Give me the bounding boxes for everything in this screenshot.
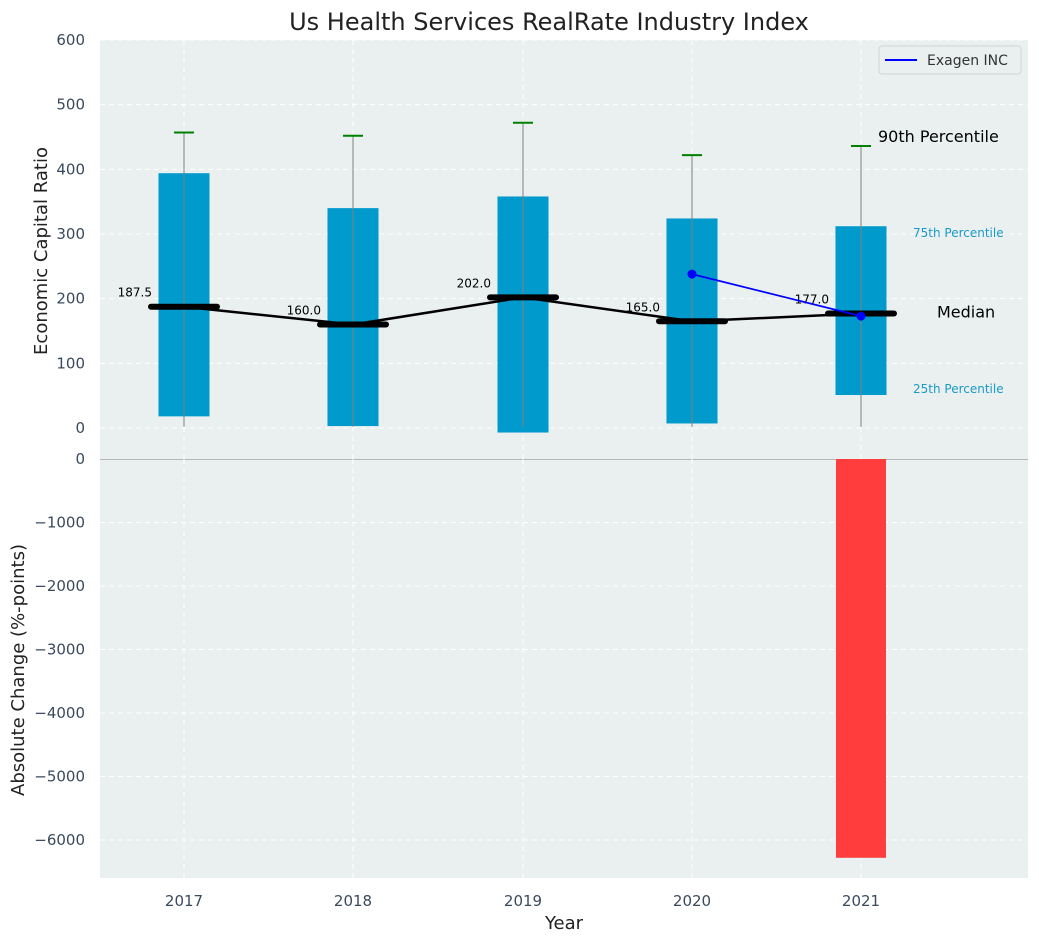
x-tick-2017: 2017 xyxy=(165,892,203,910)
top-company-series xyxy=(687,269,866,321)
top-y-tick-300: 300 xyxy=(56,225,85,243)
bottom-y-tick-6: −6000 xyxy=(34,831,85,849)
change-bar-2021 xyxy=(836,459,886,858)
bottom-y-tick-3: −3000 xyxy=(34,641,85,659)
median-label-2021: 177.0 xyxy=(795,293,829,307)
x-tick-2021: 2021 xyxy=(842,892,880,910)
annotation-p75: 75th Percentile xyxy=(913,226,1004,240)
top-y-axis-label: Economic Capital Ratio xyxy=(31,147,52,355)
bottom-y-tick-4: −4000 xyxy=(34,704,85,722)
median-label-2019: 202.0 xyxy=(457,276,491,290)
annotation-p90: 90th Percentile xyxy=(878,127,999,146)
x-axis-label: Year xyxy=(544,913,584,934)
top-annotations: 90th Percentile 75th Percentile Median 25th… xyxy=(878,127,1004,396)
bottom-y-tick-5: −5000 xyxy=(34,768,85,786)
bottom-y-axis-label: Absolute Change (%-points) xyxy=(8,544,29,796)
median-label-2017: 187.5 xyxy=(118,286,152,300)
legend: Exagen INC xyxy=(878,45,1022,75)
annotation-median: Median xyxy=(937,303,995,322)
legend-label-exagen: Exagen INC xyxy=(927,53,1008,69)
series-point-exagen-2021 xyxy=(856,311,866,321)
top-y-tick-200: 200 xyxy=(56,290,85,308)
top-y-tick-100: 100 xyxy=(56,354,85,372)
x-tick-2020: 2020 xyxy=(673,892,711,910)
median-label-2020: 165.0 xyxy=(626,300,660,314)
bottom-plot-area xyxy=(100,459,1028,878)
legend-box xyxy=(878,45,1022,75)
median-label-2018: 160.0 xyxy=(287,304,321,318)
series-point-exagen-2020 xyxy=(687,269,697,279)
x-tick-2018: 2018 xyxy=(334,892,372,910)
x-tick-2019: 2019 xyxy=(504,892,542,910)
x-ticks: 2017 2018 2019 2020 2021 xyxy=(165,892,880,910)
top-y-tick-400: 400 xyxy=(56,160,85,178)
top-plot-area xyxy=(100,40,1028,459)
top-y-tick-500: 500 xyxy=(56,96,85,114)
bottom-bars xyxy=(836,459,886,858)
top-y-tick-0: 0 xyxy=(75,419,85,437)
top-boxes: 187.5 160.0 202.0 165.0 177.0 xyxy=(118,121,897,433)
bottom-y-ticks: 0 −1000 −2000 −3000 −4000 −5000 −6000 xyxy=(34,450,85,849)
top-y-ticks: 0 100 200 300 400 500 600 xyxy=(56,31,85,437)
bottom-y-tick-1: −1000 xyxy=(34,514,85,532)
series-line-exagen xyxy=(691,273,862,317)
chart-title: Us Health Services RealRate Industry Ind… xyxy=(289,8,809,36)
bottom-y-tick-2: −2000 xyxy=(34,577,85,595)
annotation-p25: 25th Percentile xyxy=(913,382,1004,396)
top-y-tick-600: 600 xyxy=(56,31,85,49)
bottom-y-tick-0: 0 xyxy=(75,450,85,468)
